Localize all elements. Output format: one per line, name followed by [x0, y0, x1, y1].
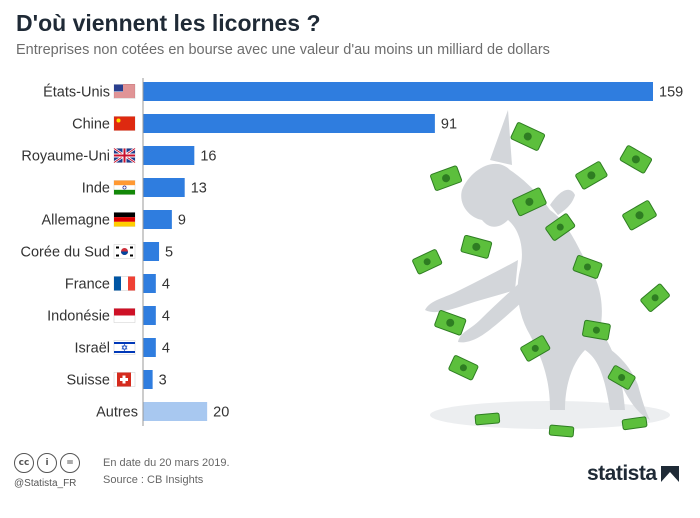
- bar: [143, 82, 653, 101]
- bar-chart: États-Unis 159 Chine 91 Royaume-Uni 16 Inde 13 A…: [21, 78, 683, 426]
- brand-name: statista: [587, 462, 657, 485]
- category-label: Suisse: [66, 373, 110, 389]
- social-handle[interactable]: @Statista_FR: [14, 478, 77, 489]
- bar: [143, 146, 195, 165]
- footer-notes: En date du 20 mars 2019. Source : CB Ins…: [103, 455, 230, 489]
- category-label: États-Unis: [43, 84, 110, 101]
- category-label: Autres: [96, 405, 138, 421]
- source-note: Source : CB Insights: [103, 474, 204, 486]
- switzerland-flag-icon: [113, 372, 136, 387]
- value-label: 16: [200, 149, 216, 165]
- value-label: 159: [659, 85, 683, 101]
- bar: [143, 114, 435, 133]
- category-label: France: [65, 277, 110, 293]
- israel-flag-icon: [113, 340, 136, 355]
- category-label: Allemagne: [41, 213, 110, 229]
- india-flag-icon: [113, 180, 136, 195]
- china-flag-icon: [113, 116, 136, 131]
- value-label: 4: [162, 277, 170, 293]
- bar: [143, 306, 156, 325]
- us-flag-icon: [113, 84, 136, 99]
- bar: [143, 242, 160, 261]
- statista-logo-icon: [660, 466, 679, 482]
- value-label: 4: [162, 341, 170, 357]
- date-note: En date du 20 mars 2019.: [103, 457, 230, 469]
- chart-title: D'où viennent les licornes ?: [16, 10, 321, 36]
- value-label: 5: [165, 245, 173, 261]
- statista-logo[interactable]: statista: [587, 462, 679, 486]
- bar: [143, 338, 156, 357]
- value-label: 3: [159, 373, 167, 389]
- indonesia-flag-icon: [113, 308, 136, 323]
- bar: [143, 178, 185, 197]
- unicorn-illustration: [412, 110, 670, 438]
- chart-subtitle: Entreprises non cotées en bourse avec un…: [16, 42, 550, 58]
- category-label: Israël: [75, 341, 110, 357]
- cc-icon[interactable]: cc: [14, 453, 34, 473]
- value-label: 20: [213, 405, 229, 421]
- nd-icon[interactable]: =: [60, 453, 80, 473]
- license-icons: cc i =: [14, 453, 80, 473]
- category-label: Inde: [82, 181, 110, 197]
- value-label: 4: [162, 309, 170, 325]
- banknotes: [412, 122, 670, 438]
- uk-flag-icon: [113, 147, 136, 164]
- bar: [143, 274, 156, 293]
- by-icon[interactable]: i: [37, 453, 57, 473]
- value-label: 91: [441, 117, 457, 133]
- category-label: Chine: [72, 117, 110, 133]
- germany-flag-icon: [113, 212, 136, 227]
- bar: [143, 402, 208, 421]
- category-label: Indonésie: [47, 309, 110, 325]
- south-korea-flag-icon: [113, 244, 136, 259]
- france-flag-icon: [113, 276, 136, 291]
- bar: [143, 210, 172, 229]
- value-label: 9: [178, 213, 186, 229]
- value-label: 13: [191, 181, 207, 197]
- bar: [143, 370, 153, 389]
- category-label: Corée du Sud: [21, 245, 110, 261]
- category-label: Royaume-Uni: [21, 149, 110, 165]
